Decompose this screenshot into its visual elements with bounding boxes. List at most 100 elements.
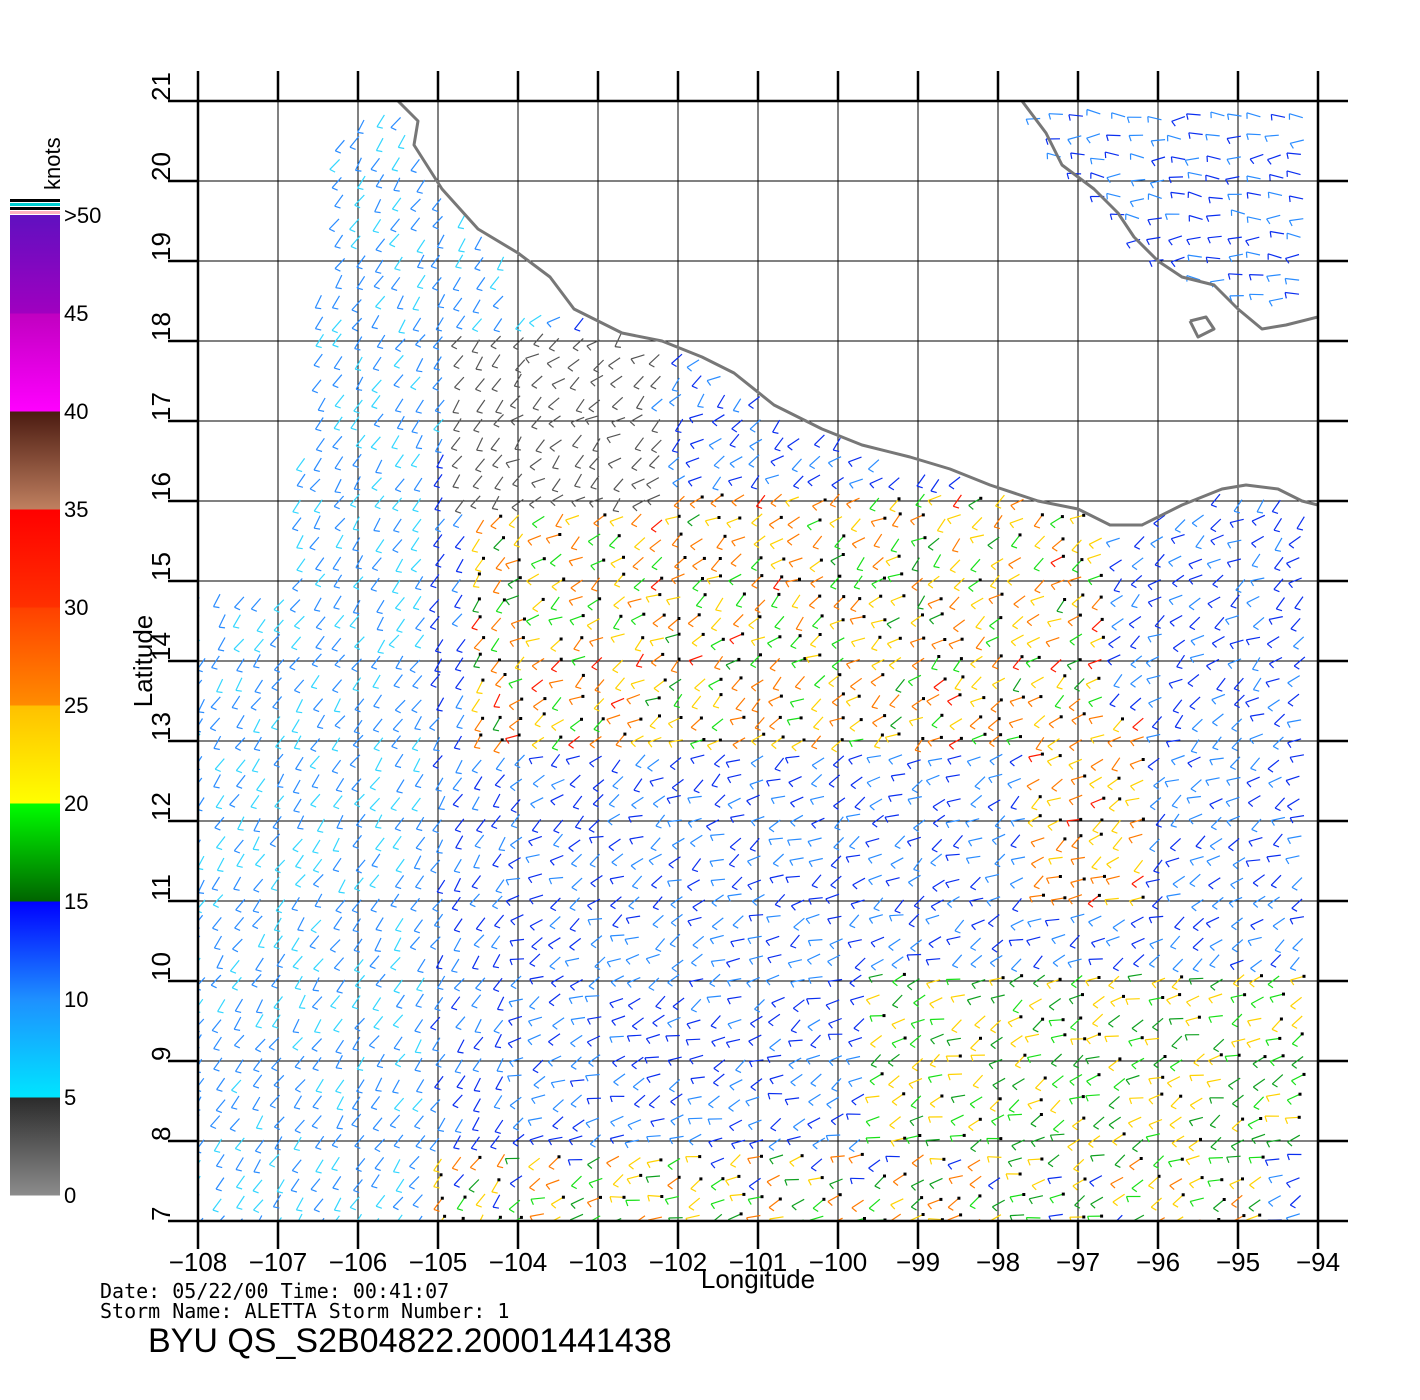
wind-vector [1213, 1038, 1225, 1050]
wind-vector [1145, 878, 1160, 883]
wind-vector [587, 1196, 601, 1203]
wind-barb [1091, 942, 1096, 948]
wind-vector [754, 717, 765, 729]
rain-flag-dot [898, 636, 902, 640]
wind-barb [856, 568, 864, 572]
wind-vector [493, 1095, 503, 1108]
wind-vector [1250, 996, 1264, 1005]
rain-flag-dot [479, 733, 483, 737]
wind-barb [830, 1156, 834, 1163]
wind-barb [569, 387, 576, 391]
wind-vector [1213, 1199, 1225, 1209]
wind-vector [693, 779, 704, 791]
wind-barb [1226, 1156, 1230, 1164]
wind-barb [334, 527, 341, 532]
wind-vector [355, 555, 364, 568]
wind-barb [350, 504, 357, 508]
wind-barb [1286, 1099, 1292, 1105]
wind-vector [354, 698, 365, 710]
wind-vector [297, 917, 305, 931]
wind-barb [1010, 504, 1016, 511]
wind-vector [430, 859, 441, 871]
rain-flag-dot [1197, 1015, 1201, 1019]
wind-vector [416, 977, 425, 990]
wind-vector [1206, 855, 1221, 862]
wind-barb [829, 504, 836, 508]
wind-vector [434, 518, 445, 530]
wind-vector [771, 996, 785, 1004]
wind-vector [1047, 1176, 1062, 1180]
wind-barb [828, 1060, 834, 1067]
wind-vector [730, 1154, 741, 1165]
wind-barb [1112, 1225, 1117, 1228]
wind-vector [630, 354, 645, 360]
rain-flag-dot [742, 1192, 746, 1196]
wind-vector [508, 678, 523, 684]
wind-barb [455, 847, 462, 850]
wind-barb [548, 1139, 553, 1146]
rain-flag-dot [481, 716, 485, 720]
wind-vector [354, 356, 363, 370]
wind-barb [630, 358, 635, 365]
wind-vector [788, 959, 803, 964]
wind-barb [1268, 619, 1273, 625]
wind-barb [1033, 885, 1040, 890]
rain-flag-dot [677, 617, 681, 620]
rain-flag-dot [1297, 1115, 1301, 1119]
wind-vector [429, 717, 440, 729]
wind-vector [747, 855, 761, 862]
wind-vector [650, 519, 663, 530]
wind-barb [1233, 688, 1240, 692]
wind-vector [967, 1159, 981, 1168]
wind-barb [1087, 663, 1093, 670]
wind-barb [292, 528, 299, 532]
wind-barb [292, 1046, 299, 1051]
wind-vector [970, 597, 984, 606]
wind-vector [390, 276, 401, 289]
wind-barb [354, 1027, 361, 1032]
wind-barb [731, 1143, 736, 1150]
rain-flag-dot [679, 532, 683, 536]
wind-vector [525, 638, 540, 643]
wind-vector [1250, 577, 1265, 582]
wind-barb [256, 789, 263, 793]
wind-vector [850, 616, 865, 620]
wind-vector [1206, 658, 1220, 667]
wind-vector [986, 896, 1001, 903]
wind-vector [254, 1038, 266, 1050]
wind-barb [770, 564, 776, 570]
wind-vector [971, 516, 983, 528]
wind-vector [1087, 658, 1102, 665]
wind-barb [1092, 1023, 1099, 1028]
wind-vector [925, 1138, 940, 1142]
wind-barb [770, 461, 776, 467]
wind-barb [805, 918, 811, 925]
wind-vector [1174, 916, 1185, 928]
wind-barb [493, 988, 500, 992]
wind-barb [1206, 860, 1212, 867]
wind-barb [551, 784, 556, 790]
wind-vector [531, 818, 542, 831]
wind-vector [1230, 877, 1244, 886]
wind-vector [471, 759, 482, 771]
wind-vector [1026, 613, 1040, 623]
wind-barb [687, 481, 693, 487]
rain-flag-dot [699, 1177, 703, 1181]
wind-vector [495, 1076, 504, 1090]
wind-barb [645, 596, 650, 603]
wind-barb [1033, 724, 1040, 729]
wind-vector [453, 977, 465, 989]
wind-barb [888, 915, 893, 922]
wind-barb [548, 682, 553, 689]
wind-barb [1165, 741, 1170, 748]
wind-barb [215, 1188, 222, 1192]
wind-barb [931, 724, 938, 729]
wind-vector [1232, 974, 1245, 985]
rain-flag-dot [1141, 758, 1145, 761]
wind-vector [928, 1218, 943, 1221]
wind-vector [575, 675, 584, 688]
wind-vector [455, 1016, 466, 1028]
wind-barb [236, 1207, 243, 1210]
wind-vector [1274, 537, 1283, 551]
wind-vector [1231, 1013, 1243, 1025]
